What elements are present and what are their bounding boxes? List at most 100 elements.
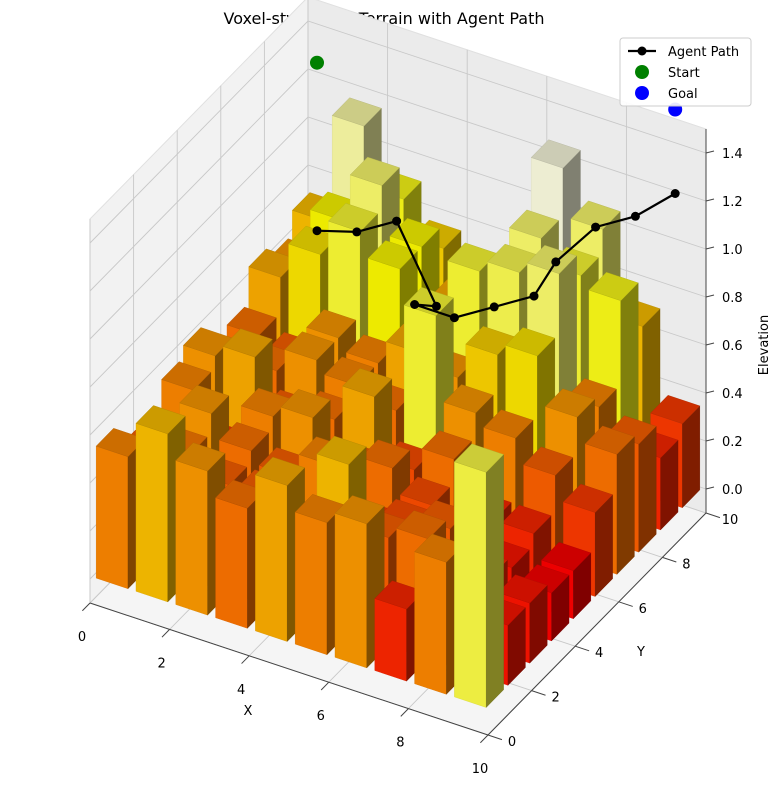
bar-top-face: [255, 456, 305, 486]
grid-line-z: [89, 20, 707, 244]
start-marker: [310, 55, 324, 70]
x-tick-label: 2: [157, 656, 165, 671]
x-tick-label: 0: [78, 630, 86, 645]
agent-path-point: [670, 189, 680, 198]
agent-path-point: [489, 302, 499, 312]
agent-path-point: [591, 222, 601, 232]
bar-top-face: [545, 388, 595, 418]
bar-top-face: [334, 495, 385, 525]
bar-top-face: [349, 156, 400, 186]
bar-top-face: [222, 328, 273, 358]
bar-top-face: [584, 425, 635, 455]
bar-top-face: [179, 384, 230, 414]
z-tick-label: 0.2: [722, 435, 743, 450]
terrain-bar: [334, 495, 385, 669]
axis-line: [487, 512, 707, 736]
x-tick-mark: [82, 602, 91, 612]
x-tick-mark: [241, 655, 250, 664]
bar-top-face: [389, 218, 440, 247]
y-tick-mark: [487, 734, 503, 741]
bar-front-face: [215, 497, 248, 629]
x-tick-mark: [480, 734, 489, 744]
x-tick-label: 4: [237, 683, 245, 698]
y-tick-mark: [705, 512, 721, 519]
bar-front-face: [454, 461, 487, 708]
bar-top-face: [563, 483, 613, 513]
x-tick-mark: [161, 629, 170, 638]
agent-path-point: [449, 313, 459, 323]
bar-top-face: [421, 430, 472, 460]
bar-front-face: [255, 474, 288, 642]
bar-top-face: [530, 139, 581, 169]
bar-top-face: [588, 272, 639, 301]
z-tick-mark: [705, 342, 715, 346]
z-tick-label: 0.0: [722, 483, 743, 498]
z-tick-mark: [705, 198, 715, 202]
bar-top-face: [161, 361, 212, 391]
y-axis-label: Y: [636, 645, 645, 660]
bar-top-face: [443, 384, 494, 414]
z-axis-label: Elevation: [757, 315, 769, 375]
bar-top-face: [280, 389, 331, 418]
y-tick-label: 10: [722, 513, 739, 528]
bar-front-face: [175, 460, 208, 616]
agent-path-point: [352, 227, 362, 237]
legend-label-goal: Goal: [668, 87, 698, 102]
agent-path-point: [392, 216, 402, 226]
z-tick-mark: [705, 486, 715, 490]
x-tick-label: 8: [396, 736, 404, 751]
agent-path: [312, 189, 680, 323]
y-tick-mark: [531, 690, 546, 696]
bar-top-face: [400, 476, 450, 506]
bar-top-face: [219, 422, 269, 451]
bar-top-face: [541, 542, 592, 571]
agent-path-point: [431, 301, 441, 311]
z-tick-label: 0.8: [722, 291, 743, 306]
bar-top-face: [284, 331, 335, 361]
bar-top-face: [505, 327, 556, 357]
bar-front-face: [414, 551, 447, 695]
bar-top-face: [328, 203, 378, 232]
bar-top-face: [523, 446, 574, 476]
y-tick-mark: [618, 601, 633, 607]
legend-box: [619, 37, 752, 107]
y-tick-mark: [575, 645, 590, 652]
z-tick-mark: [705, 294, 715, 298]
agent-path-point: [529, 291, 539, 301]
bar-top-face: [367, 240, 418, 270]
bar-top-face: [316, 435, 367, 465]
bar-top-face: [135, 405, 186, 435]
agent-path-point: [630, 211, 640, 221]
y-tick-label: 2: [551, 691, 559, 706]
legend: Agent Path Start Goal: [619, 37, 752, 107]
z-tick-label: 0.4: [722, 387, 743, 402]
agent-path-point: [551, 257, 561, 267]
z-tick-label: 0.6: [722, 339, 743, 354]
agent-path-line: [316, 192, 676, 319]
terrain-bar: [454, 443, 504, 708]
bar-front-face: [95, 445, 129, 589]
legend-label-start: Start: [668, 66, 700, 81]
legend-path-dot: [637, 46, 647, 56]
bar-top-face: [396, 510, 447, 540]
bar-side-face: [486, 454, 504, 708]
bar-top-face: [306, 309, 357, 339]
z-tick-mark: [705, 390, 715, 394]
bar-top-face: [509, 209, 559, 239]
x-tick-mark: [400, 708, 409, 717]
bar-front-face: [295, 511, 328, 655]
bar-front-face: [374, 598, 407, 682]
z-tick-label: 1.2: [722, 195, 743, 210]
y-tick-mark: [662, 556, 677, 563]
bar-top-face: [650, 395, 701, 424]
legend-label-agent-path: Agent Path: [668, 45, 739, 60]
z-tick-mark: [705, 246, 715, 250]
bar-top-face: [454, 443, 504, 473]
agent-path-point: [410, 300, 420, 309]
axis-line: [89, 602, 489, 736]
bar-side-face: [616, 436, 635, 575]
y-tick-label: 6: [639, 602, 647, 617]
agent-path-point: [312, 226, 322, 236]
bar-top-face: [501, 504, 552, 534]
bar-front-face: [334, 513, 367, 669]
